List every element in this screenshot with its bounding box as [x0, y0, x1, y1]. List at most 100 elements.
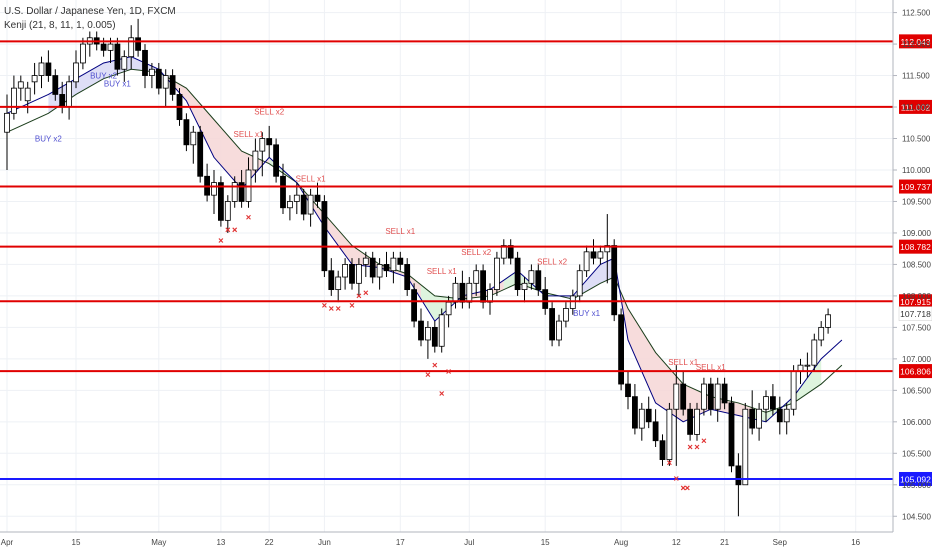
candle[interactable]	[321, 195, 328, 278]
candle[interactable]	[597, 245, 604, 265]
candle[interactable]	[369, 251, 376, 284]
candle[interactable]	[652, 409, 659, 448]
candle[interactable]	[273, 138, 280, 183]
candle[interactable]	[383, 251, 390, 278]
candle[interactable]	[438, 308, 445, 353]
candle[interactable]	[770, 384, 776, 416]
candle[interactable]	[687, 402, 693, 441]
candle[interactable]	[224, 195, 231, 233]
candle[interactable]	[162, 69, 169, 108]
candle[interactable]	[618, 308, 624, 391]
candle[interactable]	[742, 402, 749, 486]
candle[interactable]	[204, 163, 211, 202]
candle[interactable]	[590, 239, 597, 265]
candle[interactable]	[80, 37, 86, 70]
candle[interactable]	[431, 321, 438, 353]
candle[interactable]	[73, 50, 79, 89]
candle[interactable]	[701, 377, 707, 416]
candle[interactable]	[328, 258, 335, 296]
candle[interactable]	[266, 125, 273, 158]
candle[interactable]	[549, 302, 555, 347]
candle[interactable]	[528, 264, 535, 290]
candle[interactable]	[625, 371, 631, 410]
candle[interactable]	[763, 390, 769, 422]
candle[interactable]	[142, 44, 148, 89]
candle[interactable]	[24, 81, 31, 114]
candle[interactable]	[632, 384, 638, 435]
candle[interactable]	[114, 37, 121, 76]
candle[interactable]	[514, 251, 521, 296]
candle[interactable]	[335, 270, 342, 303]
candle[interactable]	[66, 75, 72, 120]
candle[interactable]	[231, 176, 238, 208]
candle[interactable]	[707, 377, 714, 416]
candle[interactable]	[804, 352, 811, 378]
candle[interactable]	[211, 169, 217, 215]
price-levels[interactable]: 112.043 111.002 109.737 108.782 107.915 106.8…	[0, 34, 932, 486]
candle[interactable]	[411, 283, 418, 328]
candle[interactable]	[31, 62, 38, 95]
candle[interactable]	[390, 251, 397, 284]
candle[interactable]	[355, 258, 362, 296]
candle[interactable]	[349, 258, 355, 290]
candle[interactable]	[659, 434, 666, 466]
candle[interactable]	[556, 314, 562, 347]
candle[interactable]	[155, 62, 162, 95]
candle[interactable]	[293, 182, 300, 215]
candle[interactable]	[680, 371, 687, 416]
candle[interactable]	[721, 377, 728, 410]
candle[interactable]	[307, 188, 314, 227]
candle[interactable]	[418, 308, 424, 347]
candle[interactable]	[424, 321, 431, 359]
candle[interactable]	[818, 321, 825, 347]
candle[interactable]	[252, 138, 259, 183]
candle[interactable]	[190, 125, 197, 164]
candle[interactable]	[783, 402, 790, 435]
candle[interactable]	[121, 50, 128, 82]
candle[interactable]	[776, 396, 783, 435]
candle[interactable]	[507, 239, 514, 265]
candle[interactable]	[300, 188, 307, 221]
candle[interactable]	[135, 18, 142, 57]
candle[interactable]	[280, 163, 286, 215]
candle[interactable]	[238, 169, 245, 208]
candle[interactable]	[694, 402, 700, 441]
candle[interactable]	[259, 132, 266, 177]
candle[interactable]	[128, 25, 135, 70]
candle[interactable]	[376, 258, 383, 290]
candle[interactable]	[735, 453, 742, 517]
candle[interactable]	[825, 308, 831, 334]
candle[interactable]	[10, 75, 17, 120]
candle[interactable]	[493, 251, 500, 296]
candle[interactable]	[197, 125, 204, 183]
candle[interactable]	[466, 277, 473, 309]
candle[interactable]	[362, 251, 369, 278]
candle[interactable]	[666, 402, 673, 466]
candle[interactable]	[535, 264, 542, 296]
candle[interactable]	[542, 277, 549, 315]
candle[interactable]	[473, 264, 480, 296]
candle[interactable]	[52, 69, 59, 101]
candle[interactable]	[169, 69, 176, 101]
candles[interactable]	[4, 18, 831, 517]
candle[interactable]	[756, 402, 762, 441]
candle[interactable]	[286, 195, 293, 221]
candle[interactable]	[563, 302, 569, 328]
candle[interactable]	[86, 31, 93, 57]
candle[interactable]	[38, 56, 45, 89]
candle[interactable]	[638, 402, 645, 441]
candle[interactable]	[611, 239, 618, 322]
candle[interactable]	[583, 245, 590, 278]
candle[interactable]	[45, 50, 52, 82]
candle[interactable]	[790, 365, 797, 416]
candle[interactable]	[604, 214, 611, 284]
candle[interactable]	[217, 176, 224, 227]
candle[interactable]	[521, 277, 528, 303]
candle[interactable]	[148, 62, 155, 89]
candle[interactable]	[728, 396, 735, 473]
candle[interactable]	[183, 113, 190, 152]
candle[interactable]	[459, 270, 466, 309]
candle[interactable]	[673, 365, 680, 466]
